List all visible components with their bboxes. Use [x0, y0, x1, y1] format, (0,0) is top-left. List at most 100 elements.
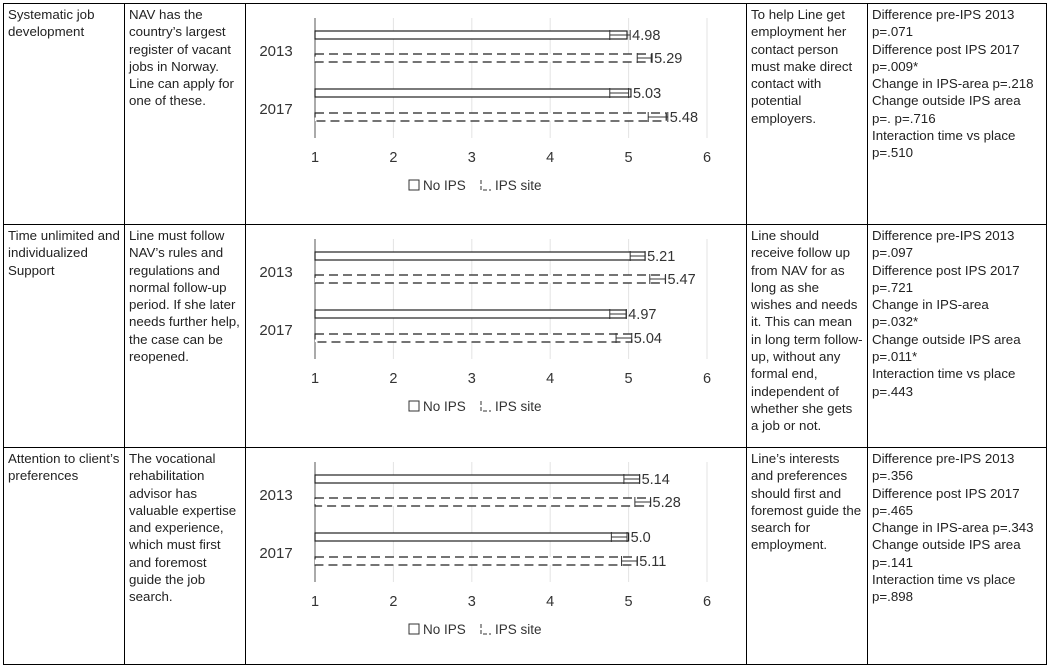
stats-cell: Difference pre-IPS 2013 p=.071 Differenc… [867, 3, 1047, 225]
x-tick-label: 6 [703, 594, 711, 610]
legend-label: No IPS [423, 178, 466, 193]
stats-line: p=.011* [872, 349, 918, 365]
data-label: 4.97 [628, 307, 656, 323]
table-row: Systematic job development NAV has the c… [3, 3, 1047, 225]
stats-line: p=. p=.716 [872, 110, 936, 126]
x-tick-label: 4 [546, 594, 554, 610]
stats-line: p=.898 [872, 589, 914, 605]
table-row: Time unlimited and individualized Suppor… [3, 224, 1047, 448]
stats-cell: Difference pre-IPS 2013 p=.097 Differenc… [867, 224, 1047, 448]
category-label: 2013 [259, 487, 292, 504]
x-tick-label: 6 [703, 371, 711, 387]
practice-text: Line must follow NAV’s rules and regulat… [129, 228, 240, 365]
category-label: 2013 [259, 264, 292, 281]
legend-swatch-ips-site [480, 180, 491, 191]
stats-line: p=.097 [872, 245, 914, 261]
x-tick-label: 5 [625, 371, 633, 387]
stats-line: Change in IPS-area [872, 297, 989, 313]
chart-cell: 1 2 3 4 5 6 2013 5.14 5.28 2017 5.0 5.11 No IPS IPS s… [245, 447, 747, 665]
legend-swatch-ips-site [480, 401, 491, 412]
data-label: 4.98 [632, 28, 660, 44]
data-label: 5.11 [639, 554, 666, 570]
ideal-text: Line should receive follow up from NAV f… [751, 228, 863, 434]
stats-line: p=.465 [872, 502, 914, 518]
bar-ips-site [314, 53, 652, 63]
x-tick-label: 3 [468, 371, 476, 387]
comparison-table: Systematic job development NAV has the c… [3, 3, 1047, 665]
data-label: 5.0 [631, 530, 651, 546]
bar-ips-site [314, 112, 667, 122]
x-tick-label: 2 [389, 150, 397, 166]
category-label: 2013 [259, 43, 292, 60]
data-label: 5.47 [667, 272, 695, 288]
stats-list: Difference pre-IPS 2013 p=.356 Differenc… [872, 450, 1042, 606]
data-label: 5.14 [642, 472, 670, 488]
legend-swatch-no-ips [408, 400, 420, 412]
legend-swatch-ips-site [480, 624, 491, 635]
x-tick-label: 1 [311, 150, 319, 166]
stats-line: Interaction time vs place [872, 366, 1016, 382]
stats-cell: Difference pre-IPS 2013 p=.356 Differenc… [867, 447, 1047, 665]
stats-line: Difference pre-IPS 2013 [872, 228, 1015, 243]
ideal-text: To help Line get employment her contact … [751, 7, 853, 126]
x-tick-label: 2 [389, 371, 397, 387]
practice-cell: NAV has the country’s largest register o… [124, 3, 246, 225]
bar-chart: 1 2 3 4 5 6 2013 5.14 5.28 2017 5.0 5.11 No IPS IPS s… [259, 462, 711, 637]
bar-no-ips [314, 30, 628, 40]
data-label: 5.28 [653, 495, 681, 511]
ideal-text: Line’s interests and preferences should … [751, 451, 862, 553]
legend-label: No IPS [423, 622, 466, 637]
x-tick-label: 3 [468, 594, 476, 610]
data-label: 5.48 [670, 110, 698, 126]
chart-cell: 1 2 3 4 5 6 2013 5.21 5.47 2017 4.97 5.04 No IPS IPS … [245, 224, 747, 448]
legend-label: No IPS [423, 399, 466, 414]
stats-line: p=.443 [872, 383, 914, 399]
practice-cell: The vocational rehabilitation advisor ha… [124, 447, 246, 665]
ideal-cell: Line’s interests and preferences should … [746, 447, 868, 665]
stats-list: Difference pre-IPS 2013 p=.097 Differenc… [872, 227, 1042, 400]
stats-line: Change outside IPS area [872, 93, 1021, 109]
principle-label: Time unlimited and individualized Suppor… [8, 228, 120, 278]
bar-ips-site [314, 497, 652, 507]
ideal-cell: Line should receive follow up from NAV f… [746, 224, 868, 448]
legend-label: IPS site [495, 399, 542, 414]
x-tick-label: 2 [389, 594, 397, 610]
data-label: 5.21 [647, 249, 675, 265]
stats-list: Difference pre-IPS 2013 p=.071 Differenc… [872, 6, 1042, 162]
stats-line: p=.009* [872, 58, 919, 74]
x-tick-label: 3 [468, 150, 476, 166]
data-label: 5.04 [634, 331, 662, 347]
stats-line: Difference post IPS 2017 [872, 485, 1020, 501]
principle-cell: Time unlimited and individualized Suppor… [3, 224, 125, 448]
ideal-cell: To help Line get employment her contact … [746, 3, 868, 225]
stats-line: p=.071 [872, 24, 914, 40]
bar-ips-site [314, 274, 667, 284]
x-tick-label: 5 [625, 150, 633, 166]
stats-line: Difference pre-IPS 2013 [872, 7, 1015, 22]
stats-line: Difference pre-IPS 2013 [872, 451, 1015, 466]
stats-line: p=.356 [872, 468, 914, 484]
data-label: 5.29 [654, 51, 682, 67]
principle-cell: Systematic job development [3, 3, 125, 225]
stats-line: Interaction time vs place [872, 572, 1016, 588]
stats-line: Change in IPS-area p=.343 [872, 520, 1034, 536]
bar-chart: 1 2 3 4 5 6 2013 5.21 5.47 2017 4.97 5.04 No IPS IPS … [259, 239, 711, 414]
data-label: 5.03 [633, 86, 661, 102]
x-tick-label: 4 [546, 150, 554, 166]
bar-ips-site [314, 333, 633, 343]
practice-text: The vocational rehabilitation advisor ha… [129, 451, 237, 605]
stats-line: p=.721 [872, 279, 914, 295]
bar-no-ips [314, 532, 630, 542]
stats-line: Difference post IPS 2017 [872, 262, 1020, 278]
x-tick-label: 1 [311, 594, 319, 610]
principle-label: Attention to client’s preferences [8, 451, 120, 484]
bar-no-ips [314, 309, 627, 319]
x-tick-label: 4 [546, 371, 554, 387]
principle-cell: Attention to client’s preferences [3, 447, 125, 665]
bar-no-ips [314, 474, 641, 484]
chart-cell: 1 2 3 4 5 6 2013 4.98 5.29 2017 5.03 5.48 No IPS IPS … [245, 3, 747, 225]
legend-swatch-no-ips [408, 623, 420, 635]
category-label: 2017 [259, 101, 292, 118]
legend-swatch-no-ips [408, 179, 420, 191]
stats-line: p=.141 [872, 554, 914, 570]
